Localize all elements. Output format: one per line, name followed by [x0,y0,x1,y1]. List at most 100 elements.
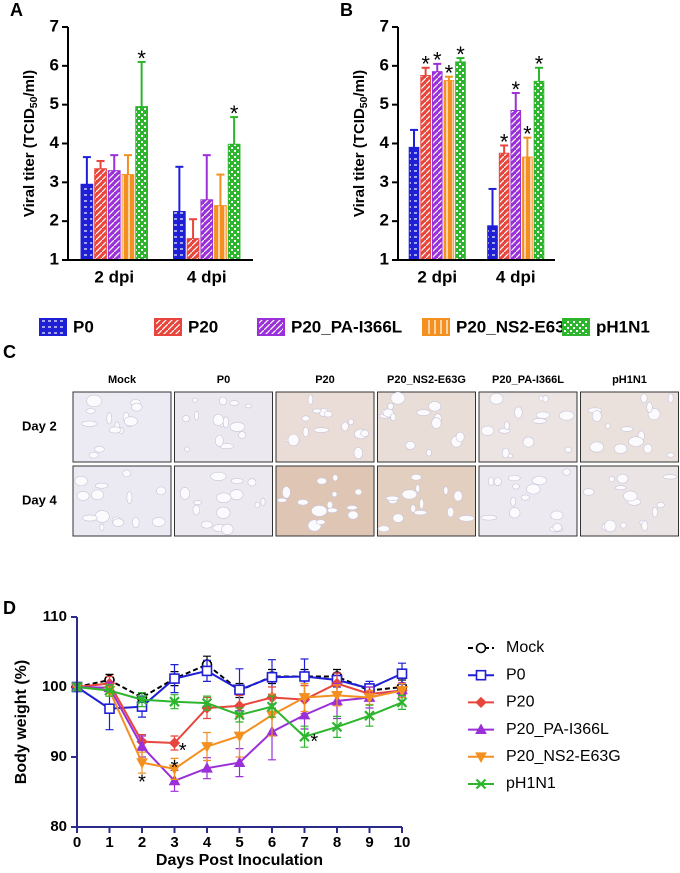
airspace [656,502,665,508]
airspace [522,436,535,448]
airspace [564,446,572,453]
airspace [582,488,595,496]
airspace [212,413,224,426]
airspace [390,391,406,405]
y-tick-label: 4 [380,133,390,152]
y-tick-label: 2 [50,211,59,230]
legend-label: P0 [73,317,94,336]
y-axis-label-part: Viral titer (TCID [21,108,38,217]
y-axis-label-part: /ml) [21,70,38,97]
airspace [179,487,191,500]
legend-swatch [422,318,450,336]
airspace [122,469,131,478]
bar [80,183,94,261]
airspace [307,394,314,405]
column-header: P20_NS2-E63G [387,374,466,386]
legend-label: Mock [506,639,545,656]
airspace [94,482,109,489]
column-header: pH1N1 [612,374,647,386]
bar [94,168,107,261]
airspace [613,443,628,454]
airspace [184,446,190,452]
legend-swatch [154,318,182,336]
data-point [266,701,278,712]
y-tick-label: 6 [50,55,59,74]
airspace [354,488,363,496]
panel-label: A [10,0,23,20]
airspace [360,429,370,437]
airspace [200,520,213,529]
bar [487,225,498,261]
histology-image [377,391,476,463]
y-tick-label: 7 [50,16,59,35]
x-tick-label: 2 dpi [417,267,457,286]
significance-mark: * [230,101,239,126]
airspace [552,523,562,532]
airspace [405,441,416,450]
airspace [91,489,104,501]
airspace [327,507,338,514]
x-tick-label: 1 [105,834,113,851]
airspace [74,475,88,487]
y-tick-label: 5 [50,94,59,113]
bar [533,80,545,261]
airspace [480,514,497,521]
airspace [614,485,627,491]
column-header: P20 [315,374,335,386]
y-tick-label: 3 [50,172,59,191]
data-point [201,665,213,677]
x-tick-label: 2 dpi [94,267,134,286]
airspace [192,397,198,403]
airspace [392,513,404,523]
airspace [390,413,397,421]
data-point [168,764,181,776]
airspace [510,496,516,507]
panel-label: D [3,598,16,618]
airspace [458,515,475,522]
airspace [410,504,417,513]
airspace [532,418,547,424]
airspace [453,490,463,502]
panel-label: C [3,342,16,362]
data-point [298,693,311,704]
data-point [234,709,245,721]
panel-label: B [340,0,353,20]
legend-label: pH1N1 [506,775,556,792]
data-point [233,731,246,743]
legend-label: P20 [188,317,218,336]
airspace [591,410,602,422]
airspace [94,446,105,453]
data-point [104,703,115,715]
airspace [413,510,428,516]
data-point [396,668,408,680]
bar [107,170,121,261]
x-tick-label: 5 [235,834,243,851]
airspace [509,507,521,519]
x-tick-label: 10 [394,834,411,851]
data-point [168,774,181,786]
airspace [316,477,327,485]
airspace [247,478,257,487]
legend-label: pH1N1 [596,317,650,336]
bar [121,174,135,261]
airspace [531,476,548,485]
legend-label: P0 [506,666,526,683]
bar [408,146,420,261]
bar [173,210,186,261]
airspace [419,498,425,510]
legend-marker [475,752,487,763]
airspace [341,421,349,432]
significance-mark: * [535,52,544,77]
data-point [363,693,376,704]
airspace [221,523,234,536]
airspace [646,401,653,413]
airspace [562,468,571,476]
airspace [131,402,143,412]
airspace [192,504,201,516]
legend-label: P20_PA-I366L [506,721,609,738]
airspace [326,501,333,509]
airspace [520,494,530,501]
airspace [210,471,227,481]
